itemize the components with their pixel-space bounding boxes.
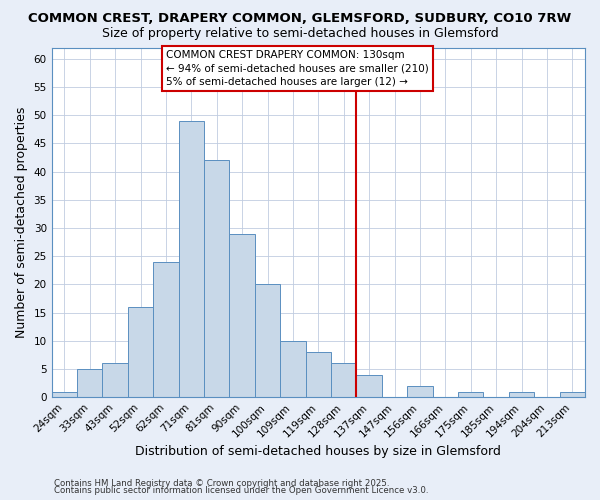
Bar	[103, 364, 128, 397]
Bar	[204, 160, 229, 397]
Bar	[179, 121, 204, 397]
Bar	[331, 364, 356, 397]
Bar	[407, 386, 433, 397]
X-axis label: Distribution of semi-detached houses by size in Glemsford: Distribution of semi-detached houses by …	[136, 444, 501, 458]
Bar	[560, 392, 585, 397]
Bar	[77, 369, 103, 397]
Text: Contains HM Land Registry data © Crown copyright and database right 2025.: Contains HM Land Registry data © Crown c…	[54, 478, 389, 488]
Bar	[52, 392, 77, 397]
Bar	[255, 284, 280, 397]
Text: Contains public sector information licensed under the Open Government Licence v3: Contains public sector information licen…	[54, 486, 428, 495]
Bar	[280, 341, 305, 397]
Bar	[153, 262, 179, 397]
Bar	[128, 307, 153, 397]
Bar	[458, 392, 484, 397]
Bar	[509, 392, 534, 397]
Bar	[356, 374, 382, 397]
Text: COMMON CREST DRAPERY COMMON: 130sqm
← 94% of semi-detached houses are smaller (2: COMMON CREST DRAPERY COMMON: 130sqm ← 94…	[166, 50, 429, 86]
Bar	[229, 234, 255, 397]
Y-axis label: Number of semi-detached properties: Number of semi-detached properties	[15, 106, 28, 338]
Text: Size of property relative to semi-detached houses in Glemsford: Size of property relative to semi-detach…	[101, 28, 499, 40]
Bar	[305, 352, 331, 397]
Text: COMMON CREST, DRAPERY COMMON, GLEMSFORD, SUDBURY, CO10 7RW: COMMON CREST, DRAPERY COMMON, GLEMSFORD,…	[28, 12, 572, 26]
